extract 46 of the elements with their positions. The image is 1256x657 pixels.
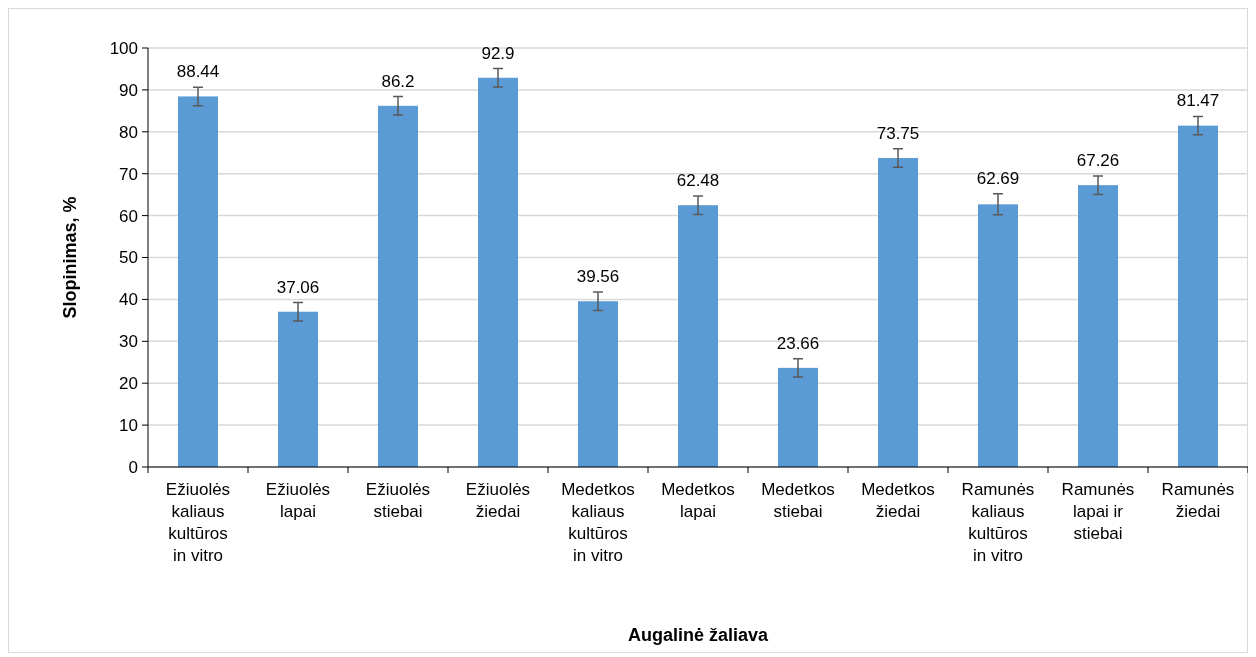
y-tick-label: 10	[119, 416, 138, 436]
bar	[1178, 125, 1218, 467]
data-label: 39.56	[576, 267, 620, 287]
y-tick-label: 0	[128, 457, 138, 477]
x-tick-label: Ramunės lapai ir stiebai	[1061, 480, 1135, 543]
y-tick-label: 20	[119, 374, 138, 394]
bar	[378, 105, 418, 467]
data-label: 81.47	[1176, 91, 1220, 111]
bar	[678, 205, 718, 467]
bar	[778, 367, 818, 467]
bar	[1078, 185, 1118, 467]
data-label: 62.69	[976, 168, 1020, 188]
bar	[978, 204, 1018, 467]
data-label: 37.06	[276, 277, 320, 297]
y-tick-label: 60	[119, 206, 138, 226]
x-tick-label: Ežiuolės žiedai	[465, 480, 531, 521]
y-tick-label: 90	[119, 80, 138, 100]
bar	[278, 311, 318, 467]
y-tick-label: 80	[119, 122, 138, 142]
data-label: 92.9	[481, 43, 515, 63]
x-tick-label: Medetkos kaliaus kultūros in vitro	[561, 480, 635, 565]
x-tick-label: Ežiuolės lapai	[265, 480, 331, 521]
x-tick-label: Ežiuolės stiebai	[365, 480, 431, 521]
x-tick-label: Medetkos žiedai	[861, 480, 935, 521]
x-tick-label: Medetkos stiebai	[761, 480, 835, 521]
y-tick-label: 70	[119, 164, 138, 184]
data-label: 88.44	[176, 62, 220, 82]
data-label: 23.66	[776, 333, 820, 353]
data-label: 86.2	[381, 71, 415, 91]
x-tick-label: Ramunės kaliaus kultūros in vitro	[961, 480, 1035, 565]
x-tick-label: Ramunės žiedai	[1161, 480, 1235, 521]
bar	[178, 96, 218, 467]
bar	[578, 301, 618, 467]
y-tick-label: 100	[109, 38, 138, 58]
bar	[878, 157, 918, 467]
y-tick-label: 30	[119, 332, 138, 352]
x-axis-title: Augalinė žaliava	[627, 625, 770, 645]
x-tick-label: Medetkos lapai	[661, 480, 735, 521]
y-tick-label: 50	[119, 248, 138, 268]
x-tick-label: Ežiuolės kaliaus kultūros in vitro	[165, 480, 231, 565]
data-label: 73.75	[876, 123, 920, 143]
y-tick-label: 40	[119, 290, 138, 310]
y-axis-title: Slopinimas, %	[60, 196, 80, 319]
data-label: 67.26	[1076, 150, 1120, 170]
bar	[478, 77, 518, 467]
data-label: 62.48	[676, 170, 720, 190]
